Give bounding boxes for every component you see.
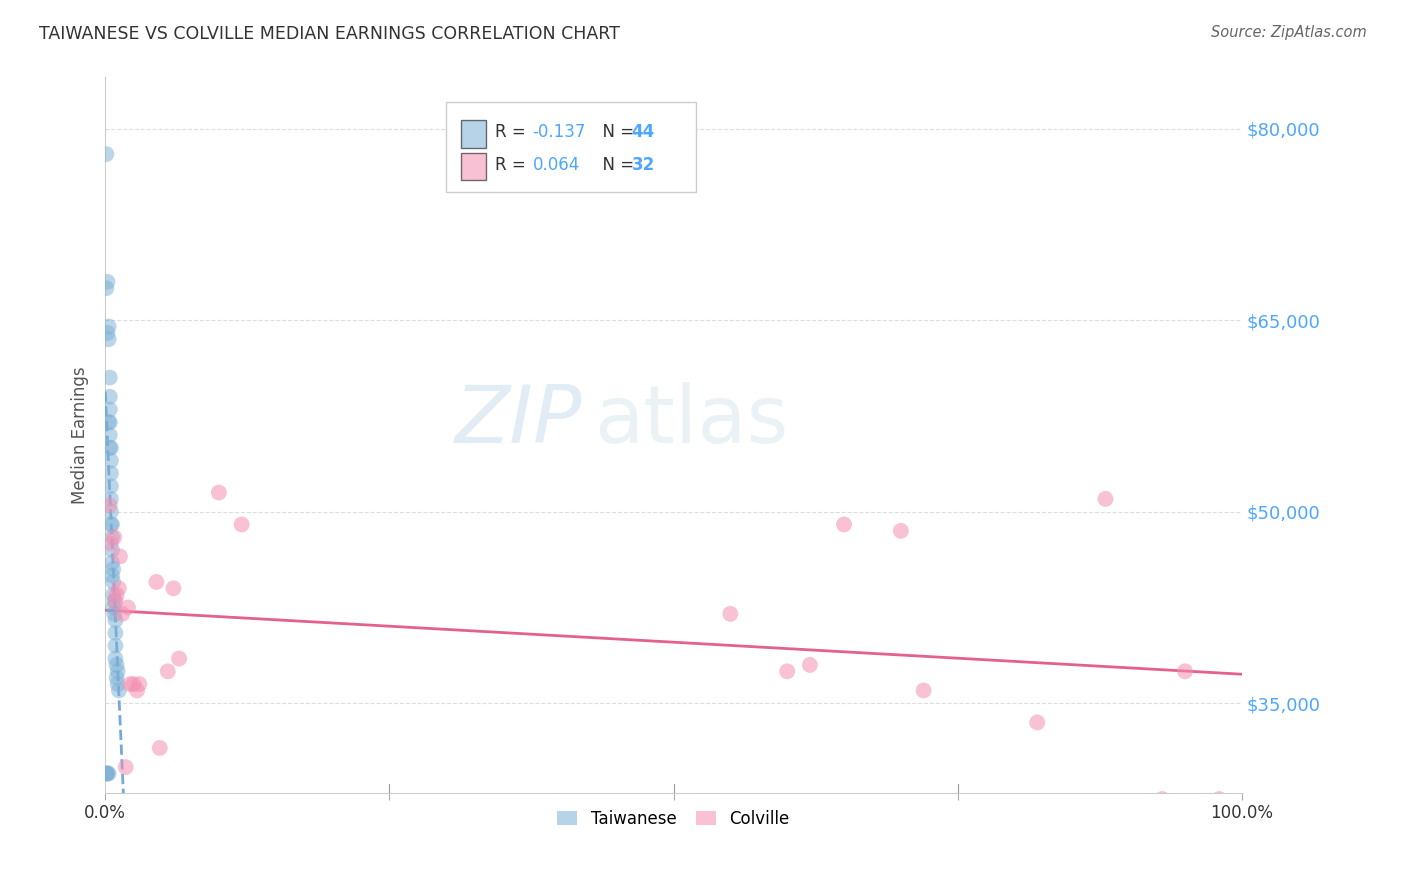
Point bbox=[107, 677, 129, 691]
Point bbox=[98, 402, 121, 417]
Point bbox=[108, 549, 131, 564]
Point bbox=[104, 651, 127, 665]
FancyBboxPatch shape bbox=[446, 103, 696, 192]
Point bbox=[103, 607, 125, 621]
Point bbox=[100, 491, 122, 506]
Point bbox=[208, 485, 231, 500]
Point bbox=[100, 517, 122, 532]
Text: Source: ZipAtlas.com: Source: ZipAtlas.com bbox=[1211, 25, 1367, 40]
Text: R =: R = bbox=[495, 123, 531, 141]
Point bbox=[96, 326, 118, 340]
Point bbox=[97, 766, 120, 780]
Point bbox=[104, 639, 127, 653]
Point bbox=[105, 588, 128, 602]
Point bbox=[101, 588, 124, 602]
Point bbox=[832, 517, 855, 532]
Text: ZIP: ZIP bbox=[456, 382, 582, 459]
Text: N =: N = bbox=[592, 123, 640, 141]
Point bbox=[96, 281, 118, 295]
Point bbox=[98, 428, 121, 442]
Text: TAIWANESE VS COLVILLE MEDIAN EARNINGS CORRELATION CHART: TAIWANESE VS COLVILLE MEDIAN EARNINGS CO… bbox=[39, 25, 620, 43]
Text: R =: R = bbox=[495, 156, 531, 174]
Point bbox=[145, 574, 167, 589]
Point bbox=[108, 582, 131, 596]
Point bbox=[101, 600, 124, 615]
Point bbox=[98, 370, 121, 384]
Point bbox=[96, 766, 118, 780]
Point bbox=[122, 677, 145, 691]
Point bbox=[101, 517, 124, 532]
Point bbox=[96, 275, 118, 289]
Point bbox=[1208, 792, 1230, 806]
Point bbox=[101, 568, 124, 582]
Point bbox=[1026, 715, 1049, 730]
Point bbox=[103, 594, 125, 608]
Point bbox=[101, 574, 124, 589]
Point bbox=[104, 626, 127, 640]
Point bbox=[149, 741, 172, 756]
Text: 32: 32 bbox=[631, 156, 655, 174]
Point bbox=[100, 441, 122, 455]
Point bbox=[105, 671, 128, 685]
Point bbox=[101, 556, 124, 570]
Point bbox=[98, 415, 121, 429]
Point bbox=[96, 766, 118, 780]
Point bbox=[103, 530, 125, 544]
Point bbox=[97, 415, 120, 429]
Point bbox=[231, 517, 253, 532]
Point bbox=[105, 657, 128, 672]
Point bbox=[96, 147, 118, 161]
Point bbox=[97, 332, 120, 346]
FancyBboxPatch shape bbox=[461, 120, 486, 147]
FancyBboxPatch shape bbox=[461, 153, 486, 179]
Point bbox=[111, 607, 134, 621]
Point bbox=[799, 657, 821, 672]
Point bbox=[100, 536, 122, 550]
Point bbox=[100, 467, 122, 481]
Point bbox=[98, 498, 121, 512]
Point bbox=[1174, 665, 1197, 679]
Point bbox=[114, 760, 136, 774]
Point bbox=[776, 665, 799, 679]
Text: 0.064: 0.064 bbox=[533, 156, 579, 174]
Point bbox=[156, 665, 179, 679]
Point bbox=[718, 607, 741, 621]
Text: N =: N = bbox=[592, 156, 640, 174]
Point bbox=[96, 766, 118, 780]
Point bbox=[98, 441, 121, 455]
Point bbox=[108, 683, 131, 698]
Point bbox=[167, 651, 190, 665]
Point bbox=[890, 524, 912, 538]
Point bbox=[162, 582, 184, 596]
Point bbox=[101, 562, 124, 576]
Point bbox=[101, 543, 124, 558]
Point bbox=[1094, 491, 1116, 506]
Point bbox=[98, 390, 121, 404]
Text: 44: 44 bbox=[631, 123, 655, 141]
Point bbox=[125, 683, 148, 698]
Point bbox=[100, 453, 122, 467]
Text: -0.137: -0.137 bbox=[533, 123, 586, 141]
Legend: Taiwanese, Colville: Taiwanese, Colville bbox=[551, 803, 797, 834]
Point bbox=[128, 677, 150, 691]
Point bbox=[100, 479, 122, 493]
Point bbox=[100, 505, 122, 519]
Point bbox=[117, 600, 139, 615]
Point bbox=[101, 530, 124, 544]
Y-axis label: Median Earnings: Median Earnings bbox=[72, 367, 89, 504]
Point bbox=[104, 594, 127, 608]
Point bbox=[97, 319, 120, 334]
Point bbox=[107, 665, 129, 679]
Point bbox=[120, 677, 142, 691]
Point bbox=[104, 613, 127, 627]
Point bbox=[1152, 792, 1174, 806]
Point bbox=[912, 683, 935, 698]
Text: atlas: atlas bbox=[593, 382, 789, 459]
